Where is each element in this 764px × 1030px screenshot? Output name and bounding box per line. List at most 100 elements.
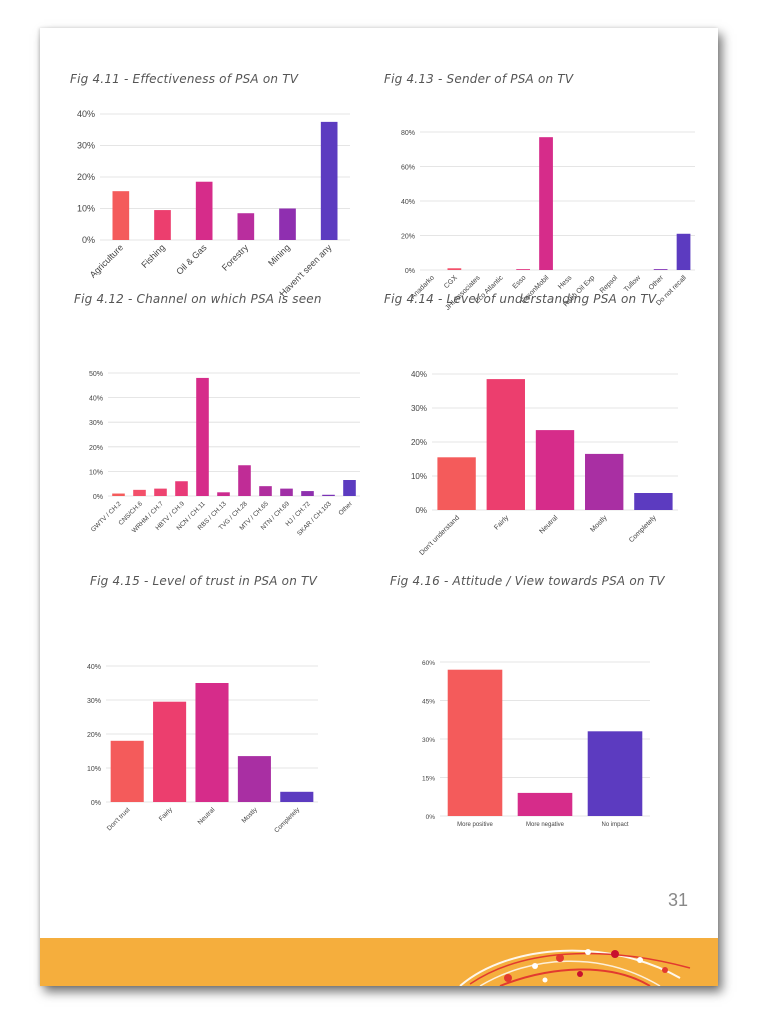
bar (110, 740, 144, 802)
x-tick-label: Hess (557, 274, 574, 291)
bar (486, 379, 525, 510)
x-tick-label: Fishing (139, 242, 167, 270)
bar (447, 669, 503, 816)
x-tick-label: More positive (457, 822, 493, 828)
y-tick-label: 45% (422, 699, 435, 706)
fig416-chart: 0% 15% 30% 45% 60% More positive More negative… (422, 660, 650, 828)
y-tick-label: 0% (91, 800, 101, 807)
x-tick-label: Neutral (197, 806, 217, 826)
x-tick-label: GWTV / CH.2 (90, 500, 123, 533)
y-tick-label: 0% (82, 235, 95, 245)
y-tick-label: 10% (77, 204, 95, 214)
x-tick-label: No impact (601, 822, 628, 828)
x-tick-label: More negative (526, 822, 565, 828)
x-tick-label: Other (648, 274, 666, 292)
bar (280, 791, 314, 802)
y-tick-label: 30% (77, 141, 95, 151)
fig415-chart: 0% 10% 20% 30% 40% Don't trust Fairly Neutral Mo… (87, 664, 318, 834)
x-tick-label: Neutral (538, 514, 559, 535)
y-tick-label: 40% (87, 664, 101, 671)
bar (217, 492, 230, 496)
y-tick-label: 60% (401, 165, 415, 172)
x-tick-label: Mostly (589, 514, 609, 534)
fig416-title: Fig 4.16 - Attitude / View towards PSA o… (390, 574, 665, 588)
bar (237, 756, 271, 802)
fig412-chart: 0%10%20%30%40%50%GWTV / CH.2CNS/CH.6WRHM… (89, 371, 360, 537)
bar (153, 701, 187, 802)
bar (539, 137, 553, 270)
x-tick-label: Mining (266, 242, 292, 268)
x-tick-label: Completely (628, 514, 658, 544)
fig412-title: Fig 4.12 - Channel on which PSA is seen (74, 292, 322, 306)
bar (516, 269, 530, 270)
fig411-chart: 0% 10% 20% 30% 40% Agriculture Fishing Oil & Ga… (77, 109, 350, 298)
x-tick-label: Forestry (220, 242, 251, 273)
footer-decoration (459, 949, 691, 986)
footer-band (40, 938, 718, 986)
bar (322, 494, 335, 496)
bar (653, 269, 668, 270)
x-tick-label: Mostly (241, 806, 260, 825)
y-tick-label: 30% (411, 404, 427, 413)
bar (238, 465, 251, 496)
x-tick-label: CGX (443, 274, 459, 290)
bar (301, 491, 314, 496)
y-tick-label: 40% (411, 370, 427, 379)
x-tick-label: Other (337, 500, 354, 517)
y-tick-label: 20% (87, 732, 101, 739)
y-tick-label: 20% (401, 234, 415, 241)
x-tick-label: Esso (512, 274, 528, 290)
bar (320, 121, 338, 240)
bar (280, 488, 293, 496)
y-tick-label: 80% (401, 130, 415, 137)
fig413-title: Fig 4.13 - Sender of PSA on TV (384, 72, 574, 86)
y-tick-label: 40% (401, 199, 415, 206)
y-tick-label: 10% (89, 469, 103, 476)
y-tick-label: 40% (77, 109, 95, 119)
report-page: Fig 4.11 - Effectiveness of PSA on TV 0%… (40, 28, 718, 986)
y-tick-label: 60% (422, 660, 435, 667)
bar (112, 493, 125, 496)
y-tick-label: 0% (93, 494, 103, 501)
y-tick-label: 10% (87, 766, 101, 773)
bar (587, 731, 643, 816)
y-tick-label: 20% (77, 172, 95, 182)
y-tick-label: 0% (415, 506, 427, 515)
y-tick-label: 15% (422, 776, 435, 783)
fig411-title: Fig 4.11 - Effectiveness of PSA on TV (70, 72, 299, 86)
bar (535, 430, 575, 510)
bar (259, 486, 272, 496)
bar (343, 480, 356, 496)
x-tick-label: Oil & Gas (174, 242, 209, 277)
x-tick-label: Agriculture (88, 242, 125, 279)
bar (279, 208, 296, 240)
bar (447, 268, 462, 270)
x-tick-label: Tullow (623, 274, 643, 294)
bar (437, 457, 476, 510)
bar (634, 493, 673, 510)
bar (195, 181, 213, 240)
bar (154, 488, 167, 496)
bar (133, 489, 146, 496)
y-tick-label: 0% (405, 268, 415, 275)
bar (237, 213, 255, 240)
bar (517, 792, 573, 816)
bar (175, 481, 188, 496)
y-tick-label: 20% (411, 438, 427, 447)
y-tick-label: 50% (89, 371, 103, 378)
y-tick-label: 0% (426, 814, 436, 821)
x-tick-label: Completely (273, 806, 301, 834)
bar (676, 233, 691, 270)
x-tick-label: Don't trust (106, 806, 132, 832)
bar (196, 377, 209, 496)
y-tick-label: 30% (87, 698, 101, 705)
page-number: 31 (667, 890, 688, 910)
y-tick-label: 30% (422, 737, 435, 744)
y-tick-label: 40% (89, 396, 103, 403)
bar (585, 453, 624, 510)
x-tick-label: Fairly (158, 806, 175, 823)
bar (154, 210, 171, 240)
fig414-chart: 0% 10% 20% 30% 40% Don't understand Fairly Neut… (411, 370, 678, 557)
y-tick-label: 10% (411, 472, 427, 481)
